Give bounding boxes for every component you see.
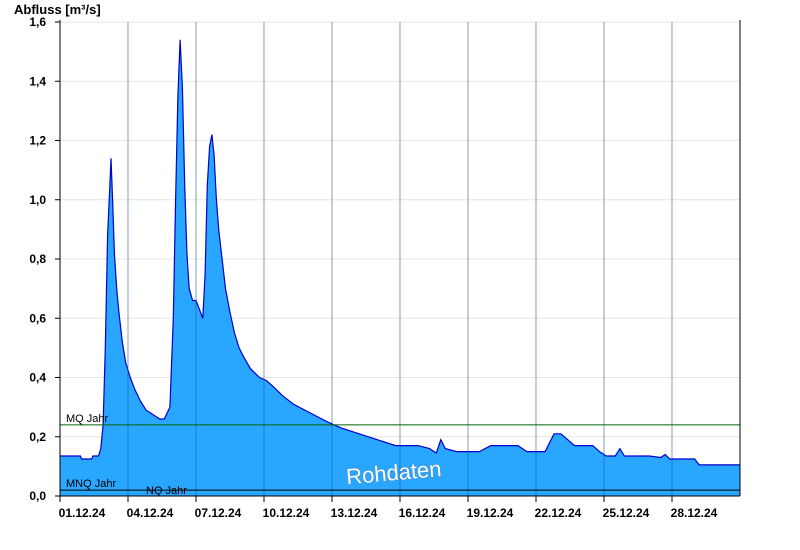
y-tick-label: 0,4 (29, 371, 46, 385)
y-axis-title: Abfluss [m³/s] (14, 2, 101, 17)
x-tick-label: 04.12.24 (127, 506, 174, 520)
reference-lines: MQ Jahr MNQ Jahr NQ Jahr (60, 413, 740, 497)
y-tick-labels: 0,0 0,2 0,4 0,6 0,8 1,0 1,2 1,4 1,6 (29, 15, 46, 503)
mq-jahr-label: MQ Jahr (66, 413, 109, 425)
axes (55, 20, 741, 502)
discharge-fill (60, 39, 740, 497)
x-tick-labels: 01.12.24 04.12.24 07.12.24 10.12.24 13.12.24… (59, 506, 718, 520)
y-tick-label: 0,2 (29, 430, 46, 444)
x-tick-label: 19.12.24 (467, 506, 514, 520)
mnq-jahr-label: MNQ Jahr (66, 478, 116, 490)
y-tick-label: 0,6 (29, 311, 46, 325)
y-tick-label: 1,0 (29, 193, 46, 207)
x-tick-label: 25.12.24 (603, 506, 650, 520)
x-tick-label: 01.12.24 (59, 506, 106, 520)
discharge-line (60, 39, 740, 466)
y-tick-label: 0,0 (29, 489, 46, 503)
x-tick-label: 28.12.24 (671, 506, 718, 520)
y-tick-label: 0,8 (29, 252, 46, 266)
x-tick-label: 13.12.24 (331, 506, 378, 520)
y-tick-label: 1,6 (29, 15, 46, 29)
x-tick-label: 10.12.24 (263, 506, 310, 520)
x-tick-label: 22.12.24 (535, 506, 582, 520)
x-tick-label: 07.12.24 (195, 506, 242, 520)
y-tick-label: 1,2 (29, 134, 46, 148)
x-tick-label: 16.12.24 (399, 506, 446, 520)
y-tick-label: 1,4 (29, 74, 46, 88)
discharge-area (60, 39, 740, 497)
day-gridlines (127, 22, 673, 496)
nq-jahr-label: NQ Jahr (146, 485, 187, 497)
